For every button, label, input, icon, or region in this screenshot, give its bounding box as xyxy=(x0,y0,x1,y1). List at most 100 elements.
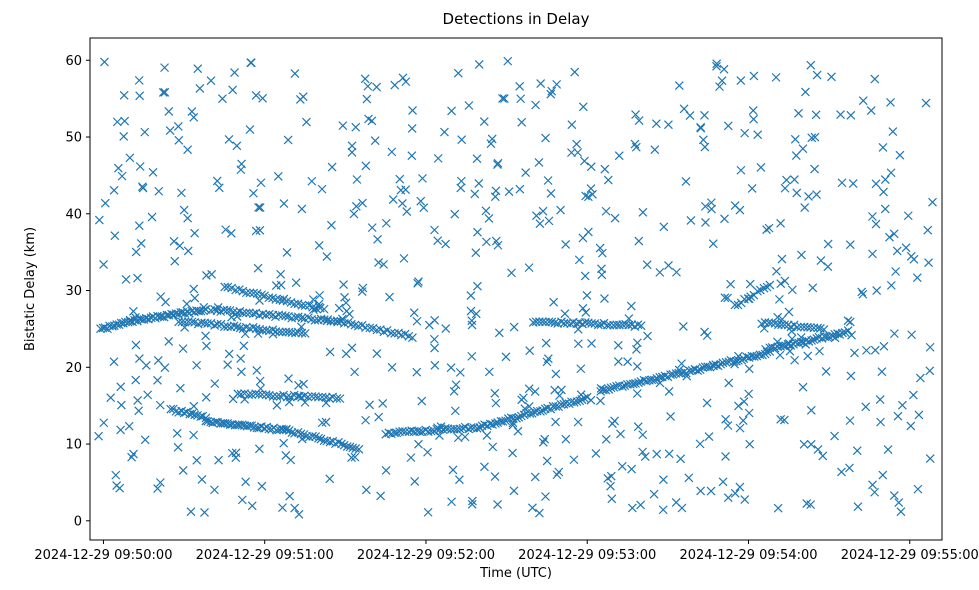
data-point xyxy=(307,176,317,186)
data-point xyxy=(230,68,239,77)
data-point xyxy=(772,337,782,347)
data-point xyxy=(631,378,640,388)
data-point xyxy=(350,367,360,377)
data-point xyxy=(764,223,774,233)
data-point xyxy=(552,79,562,89)
data-point xyxy=(507,268,516,278)
data-point xyxy=(674,365,684,375)
data-point xyxy=(317,392,327,402)
data-point xyxy=(486,139,496,149)
data-point xyxy=(738,416,748,425)
data-point xyxy=(160,63,169,73)
data-point xyxy=(373,234,382,244)
data-point xyxy=(472,423,482,433)
data-point xyxy=(734,401,743,411)
data-point xyxy=(245,288,255,298)
data-point xyxy=(347,141,357,151)
data-point xyxy=(143,314,153,324)
data-point xyxy=(759,323,769,333)
data-point xyxy=(109,357,119,367)
data-point xyxy=(776,218,786,228)
data-point xyxy=(546,189,556,198)
data-point xyxy=(591,449,601,458)
data-point xyxy=(726,279,736,289)
data-point xyxy=(901,243,911,253)
data-point xyxy=(297,300,307,310)
data-point xyxy=(268,392,278,401)
data-point xyxy=(177,188,186,198)
data-point xyxy=(804,192,813,201)
data-point xyxy=(721,357,731,367)
data-point xyxy=(337,314,347,324)
data-point xyxy=(351,122,361,132)
data-point xyxy=(116,400,126,410)
data-point xyxy=(586,184,596,193)
data-point xyxy=(299,379,309,389)
data-point xyxy=(894,498,904,507)
data-point xyxy=(674,368,684,378)
data-point xyxy=(454,475,464,485)
data-point xyxy=(387,362,397,372)
data-point xyxy=(733,351,743,361)
data-point xyxy=(638,430,648,440)
data-point xyxy=(765,347,775,356)
data-point xyxy=(106,393,116,403)
data-point xyxy=(655,267,665,277)
y-axis: 0 10 20 30 40 50 60 xyxy=(65,54,90,529)
data-point xyxy=(228,394,238,404)
data-point xyxy=(135,91,145,101)
data-point xyxy=(724,378,734,388)
data-point xyxy=(310,392,320,401)
data-point xyxy=(596,396,605,406)
data-point xyxy=(147,212,157,222)
data-point xyxy=(674,81,684,90)
data-point xyxy=(534,157,544,167)
data-point xyxy=(446,363,456,373)
data-point xyxy=(554,467,564,477)
data-point xyxy=(241,288,251,298)
data-point xyxy=(488,442,498,452)
data-point xyxy=(893,411,903,421)
data-point xyxy=(447,497,456,507)
data-point xyxy=(314,302,324,312)
data-point xyxy=(762,225,771,235)
data-point xyxy=(693,366,703,375)
data-point xyxy=(660,371,670,381)
data-point xyxy=(634,378,643,388)
data-point xyxy=(816,256,826,265)
data-point xyxy=(387,147,397,157)
data-point xyxy=(581,308,591,317)
data-point xyxy=(616,429,625,439)
data-point xyxy=(203,416,213,426)
data-point xyxy=(704,432,714,441)
data-point xyxy=(339,280,348,289)
data-point xyxy=(806,322,815,332)
data-point xyxy=(671,498,681,507)
data-point xyxy=(347,147,357,157)
data-point xyxy=(652,449,662,459)
data-point xyxy=(290,503,300,513)
data-point xyxy=(178,466,188,475)
data-point xyxy=(664,260,673,270)
data-point xyxy=(440,127,449,137)
data-point xyxy=(182,299,192,309)
data-point xyxy=(597,248,607,258)
data-point xyxy=(700,142,710,152)
data-point xyxy=(236,389,246,399)
data-point xyxy=(314,240,324,250)
data-point xyxy=(363,81,373,91)
data-point xyxy=(780,276,790,286)
data-point xyxy=(886,97,895,107)
data-point xyxy=(587,338,596,348)
data-point xyxy=(807,133,817,143)
data-point xyxy=(744,408,754,418)
data-point xyxy=(212,319,222,329)
data-point xyxy=(365,400,375,410)
data-point xyxy=(455,424,465,434)
data-point xyxy=(889,491,899,500)
data-point xyxy=(360,74,370,84)
data-point xyxy=(337,439,346,449)
data-point xyxy=(332,394,342,403)
data-point xyxy=(787,285,797,295)
data-point xyxy=(723,121,733,131)
